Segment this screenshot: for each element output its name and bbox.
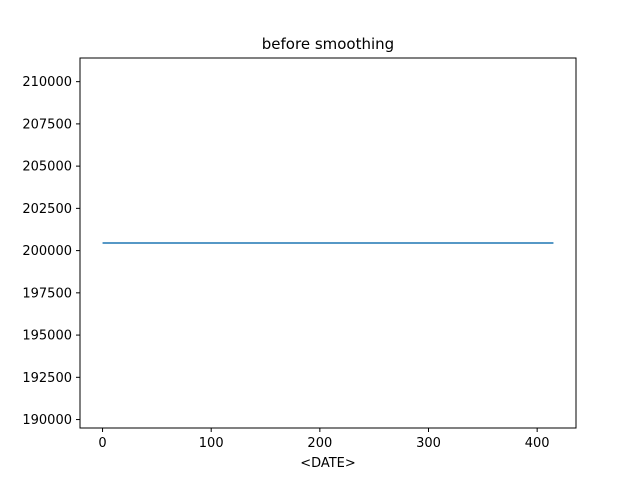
x-axis-label: <DATE> [300,456,356,471]
x-tick-label: 100 [199,436,224,451]
y-tick-label: 200000 [22,244,72,259]
x-tick-label: 300 [416,436,441,451]
y-axis-ticks: 190000 192500 195000 197500 200000 202500 2050… [22,75,80,428]
y-tick-label: 197500 [22,286,72,301]
x-tick-label: 0 [98,436,106,451]
y-tick-label: 202500 [22,202,72,217]
x-tick-label: 200 [307,436,332,451]
x-axis-ticks: 0 100 200 300 400 [98,428,550,451]
x-tick-label: 400 [525,436,550,451]
y-tick-label: 207500 [22,117,72,132]
plot-frame [79,57,577,429]
y-tick-label: 192500 [22,371,72,386]
y-tick-label: 190000 [22,413,72,428]
chart-title: before smoothing [262,35,394,53]
y-tick-label: 205000 [22,160,72,175]
y-tick-label: 195000 [22,329,72,344]
y-tick-label: 210000 [22,75,72,90]
